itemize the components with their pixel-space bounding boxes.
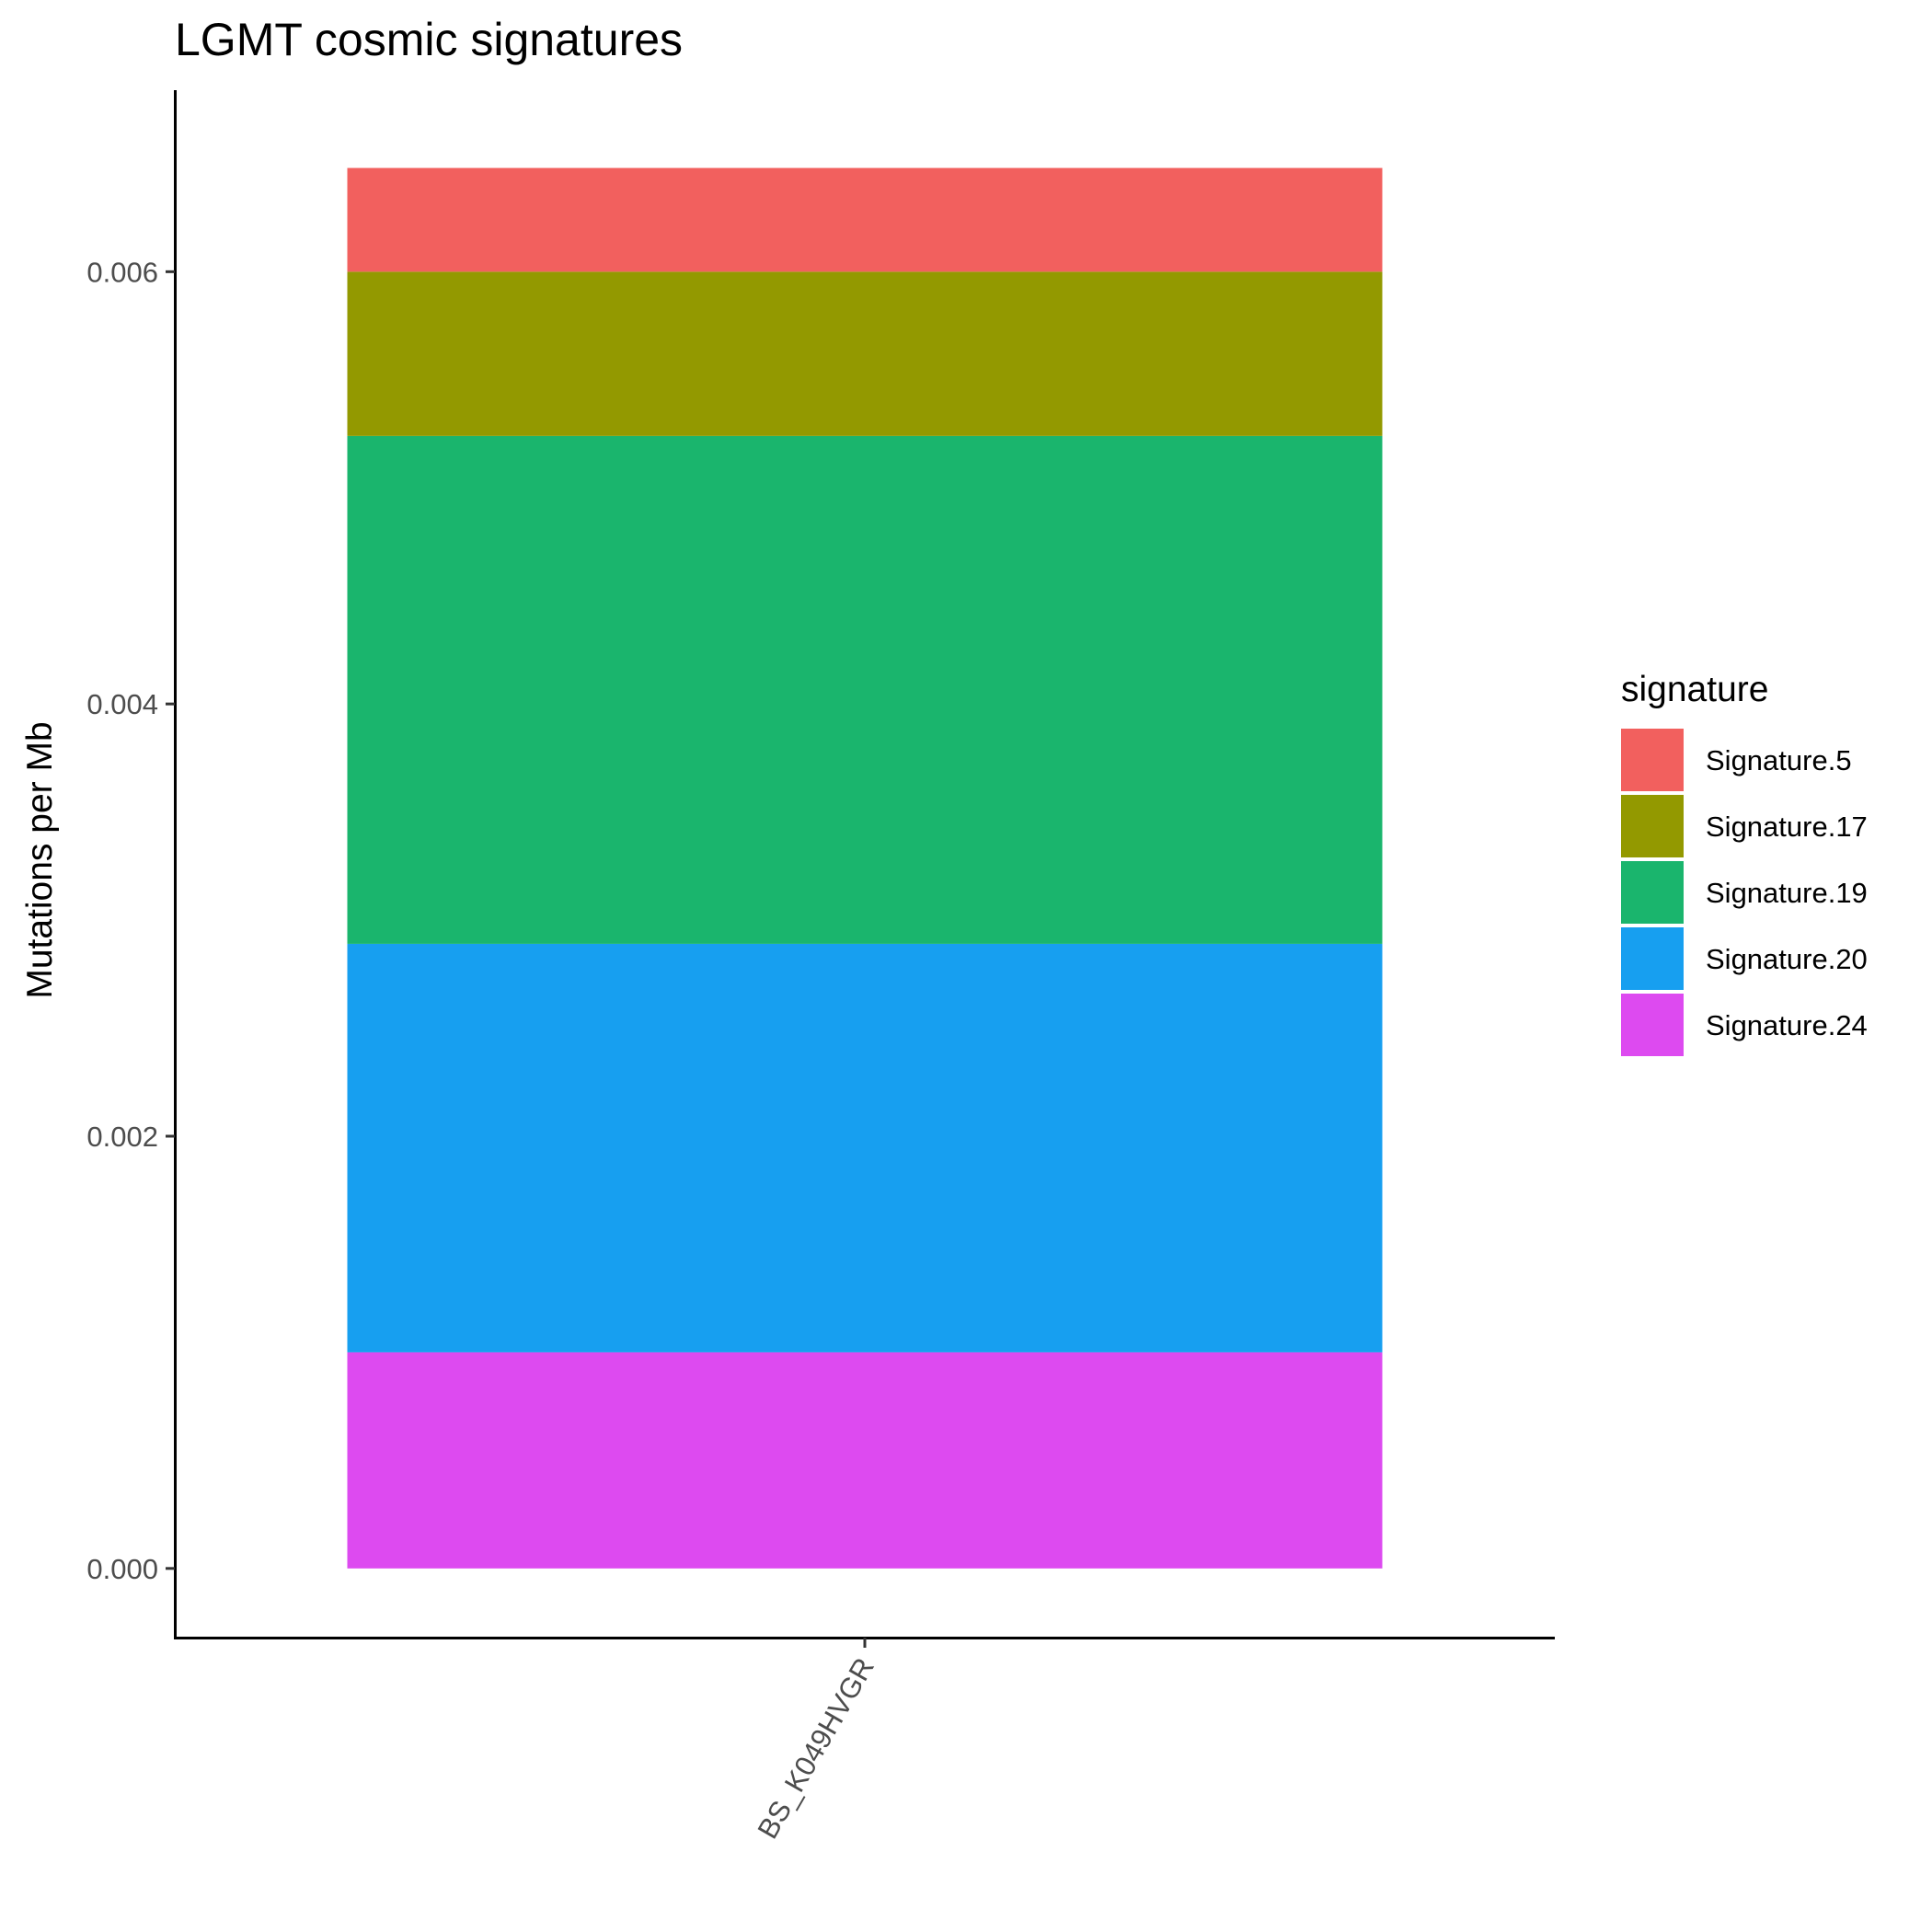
legend: Signature.5 Signature.17 Signature.19 Signa… [1621,729,1868,1056]
bar-segment-signature-24 [347,1351,1383,1569]
x-ticks-layer: BS_K049HVGR [751,1638,880,1845]
legend-key-signature-17 [1621,795,1684,857]
legend-key-signature-24 [1621,994,1684,1056]
y-tick-label: 0.006 [86,256,158,288]
y-axis-label: Mutations per Mb [20,721,60,998]
legend-label: Signature.5 [1706,744,1852,776]
legend-label: Signature.20 [1706,943,1868,975]
bar-segment-signature-19 [347,435,1383,944]
y-ticks-layer: 0.000 0.002 0.004 0.006 [86,256,175,1585]
x-tick-label: BS_K049HVGR [751,1652,880,1845]
bar-segment-signature-5 [347,167,1383,272]
legend-key-signature-19 [1621,861,1684,924]
legend-label: Signature.17 [1706,811,1868,843]
legend-label: Signature.24 [1706,1009,1868,1041]
legend-label: Signature.19 [1706,877,1868,909]
bars-layer [347,167,1383,1569]
chart-title: LGMT cosmic signatures [175,14,683,65]
y-tick-label: 0.002 [86,1121,158,1153]
y-tick-label: 0.004 [86,688,158,720]
y-tick-label: 0.000 [86,1553,158,1585]
legend-key-signature-5 [1621,729,1684,791]
bar-segment-signature-17 [347,271,1383,436]
legend-key-signature-20 [1621,927,1684,990]
legend-title: signature [1621,670,1768,709]
bar-segment-signature-20 [347,943,1383,1352]
